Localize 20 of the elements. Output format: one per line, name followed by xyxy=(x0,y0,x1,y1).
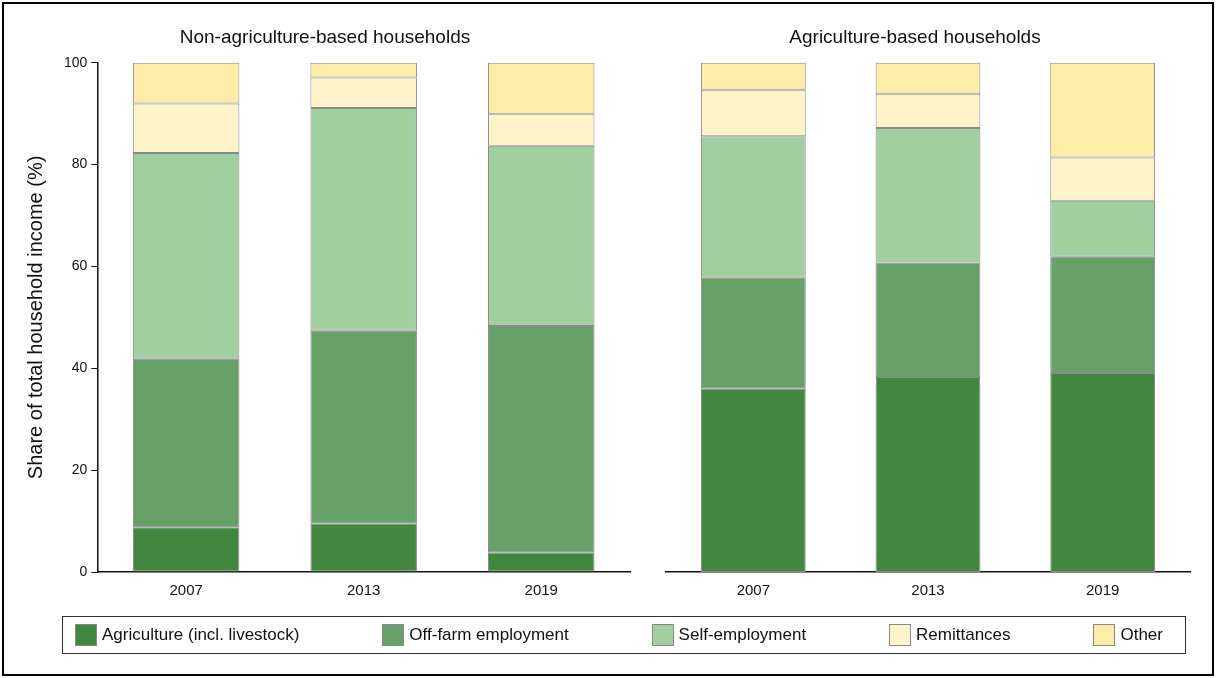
x-tick-label: 2007 xyxy=(169,581,203,599)
x-tick-label: 2007 xyxy=(736,581,771,599)
y-axis-title: Share of total household income (%) xyxy=(23,155,46,480)
y-tick-label: 40 xyxy=(71,359,88,376)
x-tick-label: 2019 xyxy=(524,581,558,599)
legend-label: Agriculture (incl. livestock) xyxy=(102,625,300,645)
y-tick-label: 80 xyxy=(71,155,88,172)
legend-label: Self-employment xyxy=(678,625,807,645)
y-tick-label: 20 xyxy=(71,461,88,478)
x-tick-label: 2013 xyxy=(346,581,381,599)
legend-label: Remittances xyxy=(916,625,1011,645)
legend-label: Other xyxy=(1120,625,1163,645)
y-tick-label: 0 xyxy=(79,562,88,579)
chart-title: Non-agriculture-based households xyxy=(179,25,471,47)
y-tick-label: 100 xyxy=(64,53,88,70)
chart-title: Agriculture-based households xyxy=(789,25,1041,47)
x-tick-label: 2013 xyxy=(911,581,945,599)
y-tick-label: 60 xyxy=(71,257,88,274)
legend-label: Off-farm employment xyxy=(409,625,569,645)
x-tick-label: 2019 xyxy=(1085,581,1120,599)
